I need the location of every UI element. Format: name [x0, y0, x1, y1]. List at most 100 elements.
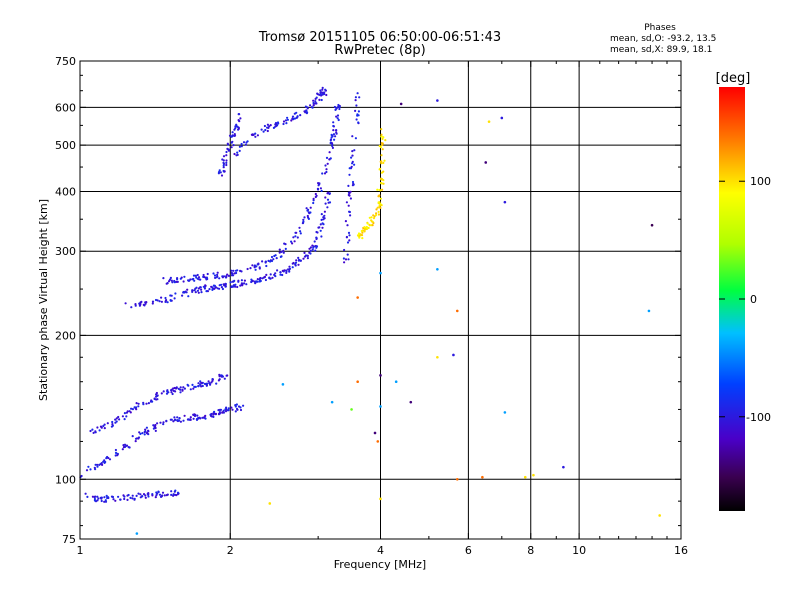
echo-point — [191, 289, 194, 292]
echo-point — [348, 234, 351, 237]
echo-point — [127, 446, 130, 449]
echo-point — [352, 182, 355, 185]
echo-point — [377, 210, 380, 213]
echo-point — [112, 498, 115, 501]
echo-point — [208, 382, 211, 385]
echo-point — [294, 235, 297, 238]
scatter-point — [436, 355, 439, 359]
echo-point — [328, 201, 332, 204]
echo-point — [363, 230, 366, 233]
echo-point — [84, 492, 87, 495]
echo-point — [299, 232, 302, 235]
echo-point — [306, 107, 309, 110]
echo-point — [94, 495, 97, 498]
echo-point — [290, 240, 293, 243]
colorbar-tick-label: -100 — [746, 411, 771, 424]
echo-point — [165, 392, 169, 395]
echo-point — [354, 137, 357, 140]
scatter-point — [523, 475, 527, 479]
echo-point — [321, 172, 324, 175]
echo-point — [294, 261, 298, 264]
echo-point — [137, 436, 141, 439]
echo-point — [309, 246, 312, 249]
echo-point — [275, 257, 278, 260]
echo-point — [361, 231, 364, 234]
echo-point — [242, 404, 245, 407]
echo-point — [250, 280, 253, 284]
echo-point — [292, 236, 295, 239]
echo-point — [216, 287, 219, 290]
echo-point — [240, 145, 243, 148]
echo-point — [111, 420, 114, 424]
echo-point — [382, 161, 385, 164]
echo-point — [170, 490, 173, 493]
echo-point — [232, 284, 236, 287]
echo-point — [199, 383, 202, 386]
echo-point — [324, 202, 327, 205]
echo-point — [189, 388, 192, 391]
echo-point — [141, 432, 144, 435]
echo-point — [162, 390, 165, 393]
echo-point — [345, 235, 348, 239]
scatter-point — [452, 353, 455, 357]
x-tick-label: 10 — [572, 544, 586, 557]
echo-point — [225, 150, 228, 154]
echo-point — [383, 159, 386, 162]
echo-point — [218, 408, 222, 411]
echo-point — [165, 299, 168, 302]
echo-point — [123, 497, 126, 501]
echo-point — [275, 124, 278, 127]
echo-point — [142, 493, 146, 496]
echo-point — [176, 416, 179, 419]
echo-point — [106, 455, 109, 459]
echo-point — [96, 495, 99, 498]
echo-point — [350, 165, 353, 168]
echo-point — [312, 201, 315, 205]
x-tick-label: 1 — [77, 544, 84, 557]
echo-point — [229, 281, 232, 284]
data-points — [79, 86, 661, 535]
echo-point — [196, 273, 199, 277]
echo-point — [213, 287, 216, 290]
echo-point — [203, 416, 206, 419]
echo-point — [236, 125, 239, 128]
echo-point — [231, 131, 234, 134]
echo-point — [237, 127, 240, 130]
echo-point — [151, 302, 154, 305]
echo-point — [323, 92, 326, 96]
echo-point — [245, 283, 248, 286]
echo-point — [98, 429, 101, 432]
y-tick-label: 600 — [55, 101, 76, 114]
echo-point — [131, 497, 134, 500]
echo-point — [218, 277, 221, 280]
echo-point — [380, 135, 383, 138]
echo-point — [373, 215, 376, 218]
echo-point — [203, 287, 206, 290]
echo-point — [182, 386, 185, 389]
echo-point — [351, 135, 354, 138]
echo-point — [232, 269, 235, 272]
echo-point — [137, 492, 140, 495]
echo-point — [380, 128, 383, 131]
echo-point — [139, 303, 142, 306]
echo-point — [142, 403, 145, 406]
echo-point — [93, 499, 96, 502]
echo-point — [182, 419, 185, 422]
echo-point — [303, 216, 306, 219]
echo-point — [347, 258, 350, 261]
echo-point — [176, 493, 179, 496]
echo-point — [251, 279, 254, 282]
scatter-point — [376, 440, 380, 443]
echo-point — [250, 133, 253, 136]
echo-point — [174, 418, 177, 421]
echo-point — [158, 493, 162, 496]
echo-point — [187, 295, 190, 298]
echo-point — [85, 469, 89, 472]
echo-point — [192, 274, 196, 277]
echo-point — [218, 375, 221, 378]
echo-point — [286, 116, 289, 119]
scatter-point — [487, 120, 491, 123]
echo-point — [123, 443, 127, 446]
echo-point — [259, 277, 262, 280]
echo-point — [377, 213, 380, 216]
